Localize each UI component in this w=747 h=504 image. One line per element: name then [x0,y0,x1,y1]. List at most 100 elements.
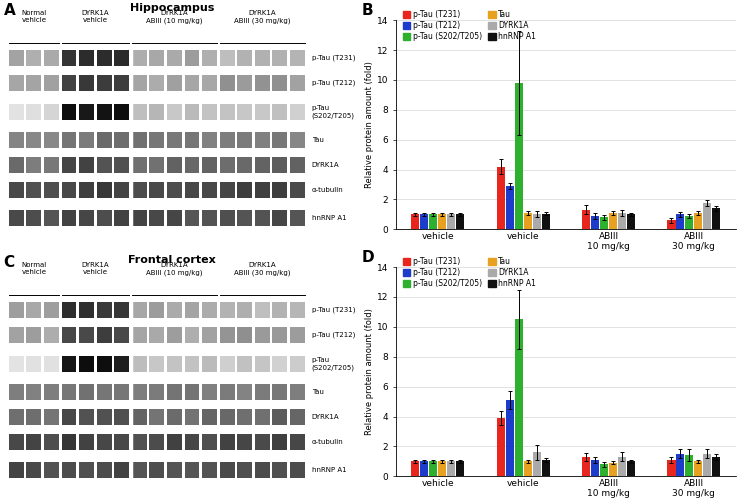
Bar [202,210,217,226]
Bar [255,104,270,120]
Text: Hippocampus: Hippocampus [130,3,214,13]
Bar [131,75,146,91]
Bar [79,75,94,91]
Bar [497,418,505,476]
Bar [290,157,305,173]
Bar [61,434,76,451]
Bar [185,182,199,199]
Bar [618,457,626,476]
Text: α-tubulin: α-tubulin [312,187,344,193]
Bar [609,213,617,229]
Bar [9,356,24,372]
Bar [44,356,59,372]
Bar [96,462,111,478]
Bar [591,216,599,229]
Bar [668,460,675,476]
Bar [185,302,199,318]
Text: α-tubulin: α-tubulin [312,439,344,445]
Bar [44,182,59,199]
Text: DYRK1A
vehicle: DYRK1A vehicle [81,10,109,23]
Bar [686,216,693,229]
Bar [677,214,684,229]
Bar [185,75,199,91]
Bar [44,327,59,343]
Bar [202,409,217,425]
Text: Tau: Tau [312,137,323,143]
Bar [149,210,164,226]
Legend: p-Tau (T231), p-Tau (T212), p-Tau (S202/T205), Tau, DYRK1A, hnRNP A1: p-Tau (T231), p-Tau (T212), p-Tau (S202/… [400,254,539,291]
Bar [704,203,711,229]
Legend: p-Tau (T231), p-Tau (T212), p-Tau (S202/T205), Tau, DYRK1A, hnRNP A1: p-Tau (T231), p-Tau (T212), p-Tau (S202/… [400,7,539,44]
Bar [44,132,59,148]
Bar [9,384,24,400]
Bar [255,75,270,91]
Bar [542,214,550,229]
Bar [79,302,94,318]
Bar [114,356,129,372]
Text: B: B [362,4,374,19]
Bar [79,356,94,372]
Bar [238,384,252,400]
Bar [167,462,182,478]
Bar [713,457,720,476]
Bar [96,409,111,425]
Text: Normal
vehicle: Normal vehicle [21,262,46,275]
Bar [202,384,217,400]
Bar [167,157,182,173]
Bar [220,434,235,451]
Bar [96,157,111,173]
Bar [202,302,217,318]
Bar [515,83,523,229]
Bar [185,327,199,343]
Bar [79,462,94,478]
Text: p-Tau
(S202/T205): p-Tau (S202/T205) [312,105,355,119]
Bar [114,182,129,199]
Bar [220,50,235,66]
Text: p-Tau (T231): p-Tau (T231) [312,307,356,313]
Bar [167,327,182,343]
Bar [273,302,288,318]
Text: Tau: Tau [312,389,323,395]
Bar [290,182,305,199]
Bar [506,400,514,476]
Bar [79,50,94,66]
Bar [96,132,111,148]
Bar [96,210,111,226]
Bar [96,75,111,91]
Bar [238,210,252,226]
Bar [131,434,146,451]
Bar [114,462,129,478]
Bar [149,50,164,66]
Bar [438,214,446,229]
Y-axis label: Relative protein amount (fold): Relative protein amount (fold) [365,308,374,435]
Bar [131,302,146,318]
Bar [255,182,270,199]
Bar [202,327,217,343]
Bar [255,327,270,343]
Bar [447,214,455,229]
Bar [114,75,129,91]
Bar [26,302,41,318]
Bar [290,327,305,343]
Bar [61,132,76,148]
Text: C: C [4,255,15,270]
Bar [79,157,94,173]
Bar [591,460,599,476]
Bar [290,75,305,91]
Bar [255,157,270,173]
Bar [430,214,437,229]
Bar [131,409,146,425]
Bar [131,50,146,66]
Bar [26,104,41,120]
Bar [26,327,41,343]
Text: D: D [362,250,374,266]
Bar [273,434,288,451]
Bar [506,186,514,229]
Bar [9,327,24,343]
Bar [542,460,550,476]
Bar [96,302,111,318]
Bar [273,210,288,226]
Bar [185,434,199,451]
Bar [202,132,217,148]
Bar [26,75,41,91]
